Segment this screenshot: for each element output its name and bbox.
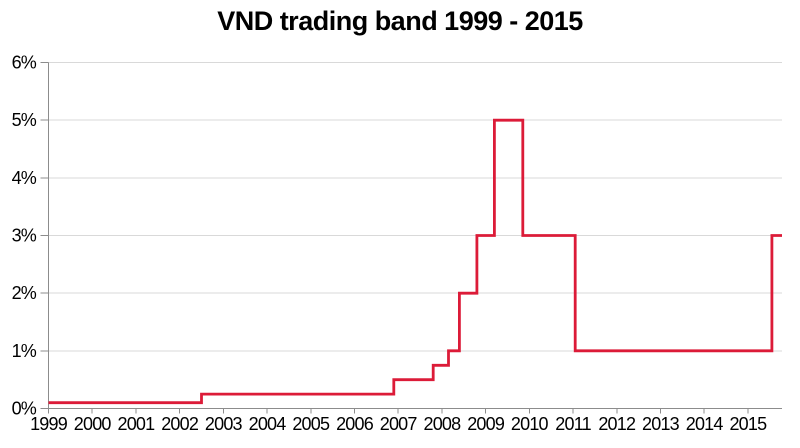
y-tick-label: 2% <box>12 283 37 303</box>
x-tick-label: 2013 <box>642 414 680 434</box>
x-tick-label: 2010 <box>511 414 549 434</box>
y-tick-label: 4% <box>12 168 37 188</box>
x-tick-label: 2002 <box>161 414 199 434</box>
x-tick-label: 2004 <box>249 414 287 434</box>
x-tick-label: 1999 <box>30 414 68 434</box>
x-tick-label: 2012 <box>598 414 636 434</box>
x-tick-label: 2003 <box>205 414 243 434</box>
x-tick-label: 2007 <box>380 414 418 434</box>
x-tick-label: 2006 <box>336 414 374 434</box>
x-tick-label: 2011 <box>555 414 591 434</box>
x-tick-label: 2000 <box>74 414 112 434</box>
y-tick-label: 1% <box>12 341 37 361</box>
x-tick-label: 2014 <box>686 414 724 434</box>
x-tick-label: 2015 <box>729 414 767 434</box>
y-tick-label: 0% <box>12 399 37 419</box>
x-tick-label: 2009 <box>467 414 505 434</box>
x-tick-label: 2005 <box>292 414 330 434</box>
y-tick-label: 3% <box>12 226 37 246</box>
x-tick-label: 2001 <box>118 414 156 434</box>
y-tick-label: 5% <box>12 110 37 130</box>
trading-band-line <box>48 118 782 405</box>
y-tick-label: 6% <box>12 53 37 73</box>
chart-title: VND trading band 1999 - 2015 <box>217 6 583 36</box>
x-tick-label: 2008 <box>423 414 461 434</box>
